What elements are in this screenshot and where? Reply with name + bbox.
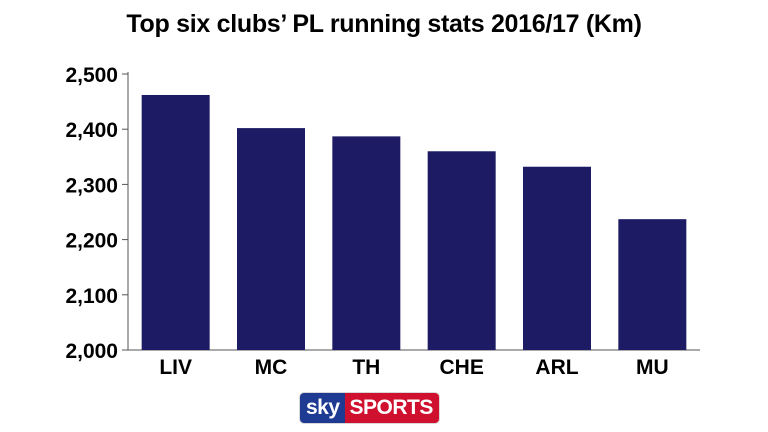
- bar-che: [427, 151, 496, 350]
- x-tick-label: ARL: [535, 356, 578, 379]
- y-tick-label: 2,200: [65, 230, 118, 253]
- bar-mu: [618, 219, 687, 350]
- x-tick-label: CHE: [439, 356, 483, 379]
- sky-sports-logo: sky SPORTS: [300, 393, 439, 423]
- bar-mc: [237, 128, 305, 350]
- bar-arl: [523, 166, 591, 350]
- x-tick-label: MU: [636, 356, 669, 379]
- logo-sports-text: SPORTS: [344, 393, 439, 423]
- bar-th: [332, 136, 401, 350]
- bar-liv: [141, 94, 210, 350]
- y-tick-label: 2,100: [65, 285, 118, 308]
- x-tick-label: TH: [352, 356, 380, 379]
- chart-title: Top six clubs’ PL running stats 2016/17 …: [126, 10, 642, 38]
- x-tick-label: MC: [255, 356, 288, 379]
- y-tick-label: 2,000: [65, 340, 118, 363]
- y-tick-label: 2,300: [65, 174, 118, 197]
- logo-sky-text: sky: [300, 393, 345, 423]
- x-tick-label: LIV: [159, 356, 192, 379]
- y-tick-label: 2,400: [65, 119, 118, 142]
- y-tick-label: 2,500: [65, 64, 118, 87]
